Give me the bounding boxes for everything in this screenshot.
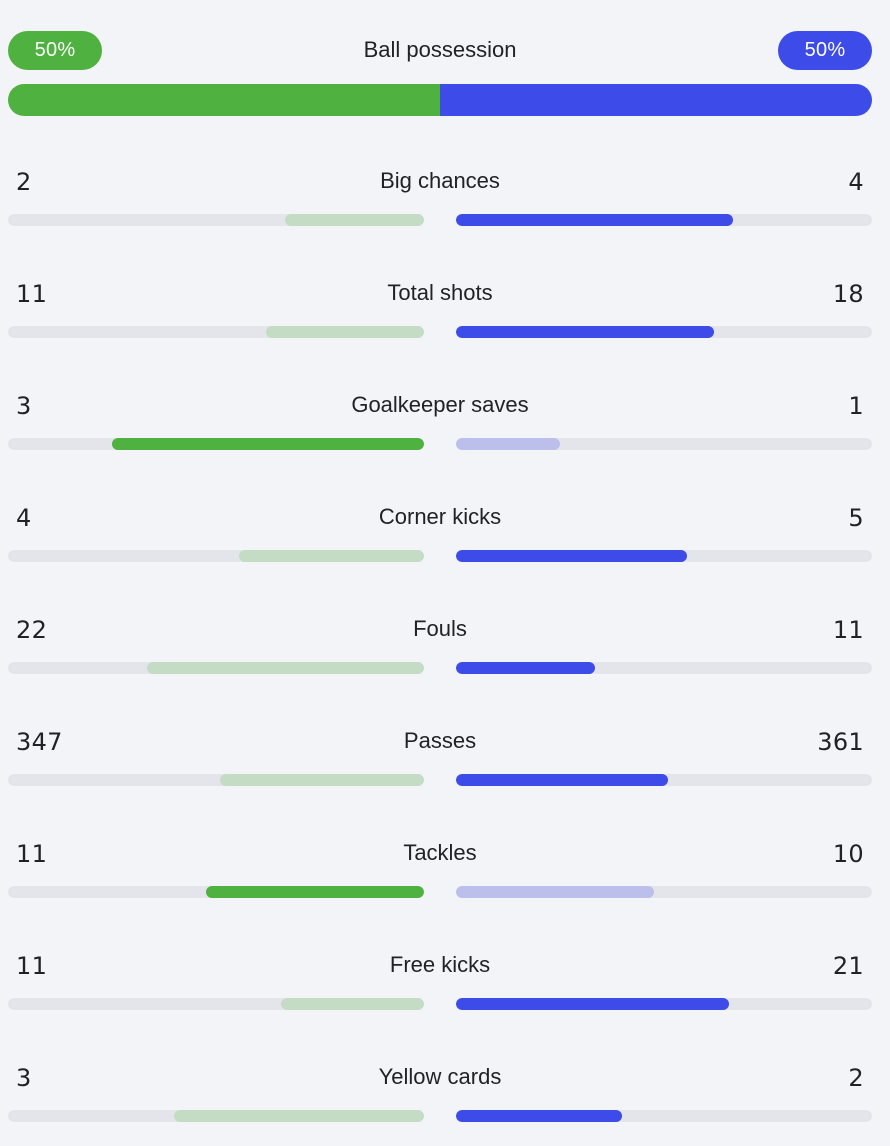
away-stat-value: 361	[817, 728, 864, 756]
home-stat-value: 347	[16, 728, 63, 756]
home-stat-value: 11	[16, 952, 48, 980]
away-stat-fill	[456, 998, 729, 1010]
stat-row: 4 Corner kicks 5	[8, 504, 872, 616]
home-stat-fill	[220, 774, 424, 786]
stat-label: Passes	[403, 728, 477, 753]
home-stat-bar	[8, 326, 424, 338]
home-stat-fill	[174, 1110, 424, 1122]
away-stat-value: 5	[848, 504, 864, 532]
away-stat-fill	[456, 1110, 623, 1122]
home-stat-value: 22	[16, 616, 48, 644]
possession-bar-away	[440, 84, 872, 116]
home-stat-fill	[206, 886, 424, 898]
away-stat-bar	[456, 1110, 872, 1122]
home-stat-value: 3	[16, 1064, 32, 1092]
home-stat-bar	[8, 774, 424, 786]
home-stat-fill	[112, 438, 424, 450]
away-stat-bar	[456, 438, 872, 450]
home-stat-bar	[8, 550, 424, 562]
stat-label: Free kicks	[389, 952, 491, 977]
away-stat-bar	[456, 886, 872, 898]
away-stat-bar	[456, 550, 872, 562]
possession-label: Ball possession	[363, 37, 517, 62]
home-stat-fill	[266, 326, 424, 338]
away-possession-badge: 50%	[778, 31, 872, 70]
away-stat-bar	[456, 214, 872, 226]
home-stat-value: 4	[16, 504, 32, 532]
stat-row: 11 Free kicks 21	[8, 952, 872, 1064]
away-stat-fill	[456, 550, 688, 562]
match-statistics: 50% Ball possession 50% 2 Big chances 4 11 T…	[8, 0, 872, 1122]
possession-bar	[8, 84, 872, 116]
stat-row: 22 Fouls 11	[8, 616, 872, 728]
home-stat-value: 11	[16, 280, 48, 308]
stat-row: 3 Goalkeeper saves 1	[8, 392, 872, 504]
away-stat-fill	[456, 214, 734, 226]
away-stat-fill	[456, 326, 715, 338]
away-stat-value: 18	[832, 280, 864, 308]
stat-row: 11 Tackles 10	[8, 840, 872, 952]
home-possession-badge: 50%	[8, 31, 102, 70]
away-stat-bar	[456, 662, 872, 674]
stat-label: Total shots	[387, 280, 493, 305]
home-stat-value: 11	[16, 840, 48, 868]
possession-bar-home	[8, 84, 440, 116]
stat-row: 3 Yellow cards 2	[8, 1064, 872, 1146]
away-stat-fill	[456, 886, 655, 898]
away-stat-value: 21	[832, 952, 864, 980]
away-stat-fill	[456, 438, 560, 450]
home-stat-bar	[8, 998, 424, 1010]
stat-label: Tackles	[403, 840, 477, 865]
away-stat-value: 4	[848, 168, 864, 196]
home-stat-fill	[285, 214, 424, 226]
possession-header: 50% Ball possession 50%	[8, 0, 872, 84]
home-stat-value: 2	[16, 168, 32, 196]
stat-label: Corner kicks	[378, 504, 502, 529]
stat-row: 347 Passes 361	[8, 728, 872, 840]
home-stat-bar	[8, 886, 424, 898]
home-stat-value: 3	[16, 392, 32, 420]
stat-row: 11 Total shots 18	[8, 280, 872, 392]
away-stat-bar	[456, 998, 872, 1010]
away-stat-fill	[456, 662, 595, 674]
away-stat-value: 11	[832, 616, 864, 644]
away-stat-bar	[456, 326, 872, 338]
stat-label: Fouls	[413, 616, 467, 641]
home-stat-bar	[8, 214, 424, 226]
stat-label: Goalkeeper saves	[351, 392, 529, 417]
home-stat-fill	[280, 998, 424, 1010]
stat-row: 2 Big chances 4	[8, 168, 872, 280]
away-stat-bar	[456, 774, 872, 786]
stat-label: Big chances	[380, 168, 500, 193]
away-stat-value: 2	[848, 1064, 864, 1092]
home-stat-fill	[239, 550, 424, 562]
home-stat-bar	[8, 438, 424, 450]
away-stat-value: 10	[832, 840, 864, 868]
away-stat-value: 1	[848, 392, 864, 420]
home-stat-bar	[8, 1110, 424, 1122]
away-stat-fill	[456, 774, 669, 786]
home-stat-bar	[8, 662, 424, 674]
stat-label: Yellow cards	[378, 1064, 502, 1089]
home-stat-fill	[146, 662, 424, 674]
